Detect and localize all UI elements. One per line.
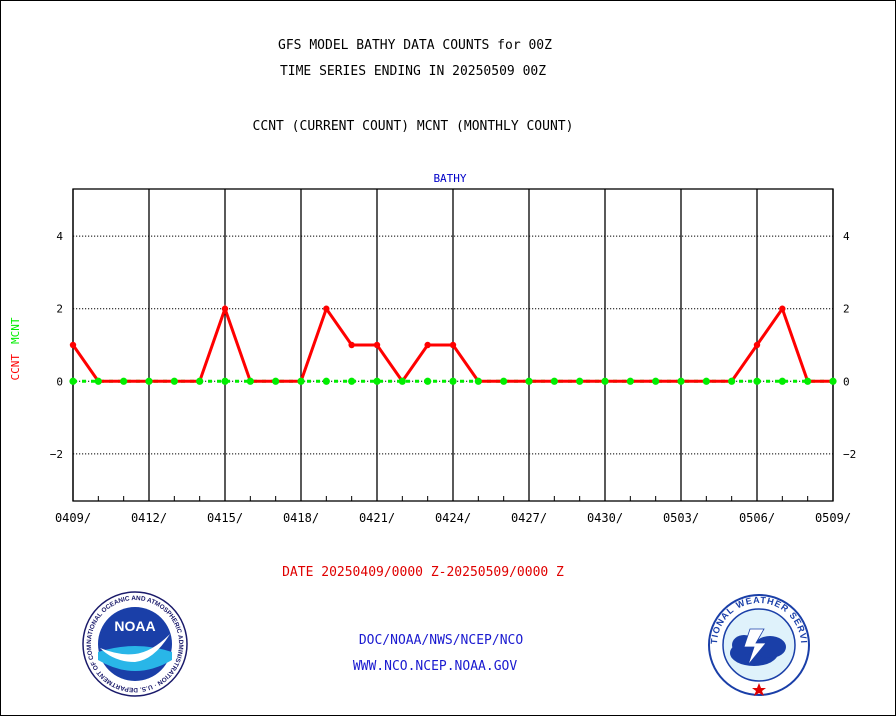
ccnt-point [779, 305, 786, 312]
x-tick-label: 0509/ [815, 511, 851, 525]
x-tick-label: 0418/ [283, 511, 319, 525]
x-tick-label: 0427/ [511, 511, 547, 525]
ccnt-point [449, 341, 457, 349]
ccnt-point [323, 305, 330, 312]
mcnt-point [829, 377, 837, 385]
mcnt-point [398, 377, 406, 385]
mcnt-point [576, 377, 584, 385]
mcnt-point [424, 377, 432, 385]
mcnt-point [145, 377, 153, 385]
x-tick-label: 0503/ [663, 511, 699, 525]
mcnt-point [728, 377, 736, 385]
ccnt-point [753, 341, 761, 349]
mcnt-point [322, 377, 330, 385]
website-link[interactable]: WWW.NCO.NCEP.NOAA.GOV [352, 659, 518, 674]
org-path-text: DOC/NOAA/NWS/NCEP/NCO [358, 633, 524, 648]
x-tick-label: 0430/ [587, 511, 623, 525]
mcnt-point [677, 377, 685, 385]
date-range-label: DATE 20250409/0000 Z-20250509/0000 Z [282, 565, 564, 580]
noaa-logo-icon: NOAA NATIONAL OCEANIC AND ATMOSPHERIC AD… [80, 590, 188, 697]
mcnt-point [348, 377, 356, 385]
mcnt-point [69, 377, 77, 385]
mcnt-point [94, 377, 102, 385]
ccnt-point [221, 305, 229, 312]
x-tick-label: 0424/ [435, 511, 471, 525]
noaa-logo-text: NOAA [114, 618, 155, 634]
y-axis-label: CCNT MCNT [9, 317, 22, 380]
y-tick-label-right: 4 [843, 230, 850, 243]
mcnt-point [500, 377, 508, 385]
mcnt-point [626, 377, 634, 385]
mcnt-point [525, 377, 533, 385]
panel-label: BATHY [433, 172, 467, 185]
mcnt-point [120, 377, 128, 385]
nws-logo-icon: NATIONAL WEATHER SERVICE [706, 593, 810, 696]
mcnt-point [246, 377, 254, 385]
mcnt-point [449, 377, 457, 385]
y-axis-label-mcnt: MCNT [9, 317, 22, 344]
x-tick-label: 0409/ [55, 511, 91, 525]
mcnt-point [170, 377, 178, 385]
mcnt-point [474, 377, 482, 385]
mcnt-point [652, 377, 660, 385]
mcnt-point [297, 377, 305, 385]
mcnt-point [702, 377, 710, 385]
y-tick-label-left: −2 [50, 448, 63, 461]
y-tick-label-left: 4 [56, 230, 63, 243]
mcnt-point [196, 377, 204, 385]
chart-subtitle: CCNT (CURRENT COUNT) MCNT (MONTHLY COUNT… [252, 119, 574, 134]
mcnt-point [272, 377, 280, 385]
ccnt-point [348, 341, 355, 349]
y-tick-label-right: 2 [843, 303, 850, 316]
mcnt-point [221, 377, 229, 385]
ccnt-point [373, 341, 381, 349]
mcnt-point [753, 377, 761, 385]
y-axis-label-ccnt: CCNT [9, 354, 22, 381]
mcnt-point [550, 377, 558, 385]
y-tick-label-left: 0 [56, 375, 63, 388]
mcnt-point [778, 377, 786, 385]
x-tick-label: 0506/ [739, 511, 775, 525]
chart-title-line1: GFS MODEL BATHY DATA COUNTS for 00Z [278, 38, 552, 53]
mcnt-point [373, 377, 381, 385]
x-tick-label: 0412/ [131, 511, 167, 525]
x-tick-label: 0421/ [359, 511, 395, 525]
ccnt-point [424, 341, 431, 349]
y-tick-label-right: 0 [843, 375, 850, 388]
ccnt-point [69, 341, 77, 349]
y-tick-label-left: 2 [56, 303, 63, 316]
mcnt-point [601, 377, 609, 385]
y-tick-label-right: −2 [843, 448, 856, 461]
mcnt-point [804, 377, 812, 385]
chart-title-line2: TIME SERIES ENDING IN 20250509 00Z [279, 64, 547, 79]
x-tick-label: 0415/ [207, 511, 243, 525]
